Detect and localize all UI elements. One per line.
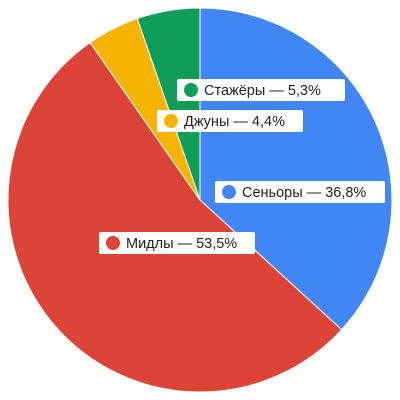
label-interns: Стажёры — 5,3% xyxy=(204,83,321,99)
legend-dot-seniors xyxy=(222,185,236,199)
data-label-seniors: Сеньоры — 36,8% xyxy=(215,181,385,203)
data-labels: Сеньоры — 36,8% Мидлы — 53,5% Джуны — 4,… xyxy=(99,79,385,254)
data-label-juniors: Джуны — 4,4% xyxy=(157,110,303,132)
label-seniors: Сеньоры — 36,8% xyxy=(242,185,366,201)
label-middles: Мидлы — 53,5% xyxy=(126,236,237,252)
pie-slice-middles xyxy=(7,41,343,393)
legend-dot-interns xyxy=(184,83,198,97)
data-label-interns: Стажёры — 5,3% xyxy=(177,79,345,101)
legend-dot-middles xyxy=(106,236,120,250)
legend-dot-juniors xyxy=(164,114,178,128)
pie-slice-interns xyxy=(136,7,201,201)
label-juniors: Джуны — 4,4% xyxy=(184,114,285,130)
data-label-middles: Мидлы — 53,5% xyxy=(99,232,255,254)
